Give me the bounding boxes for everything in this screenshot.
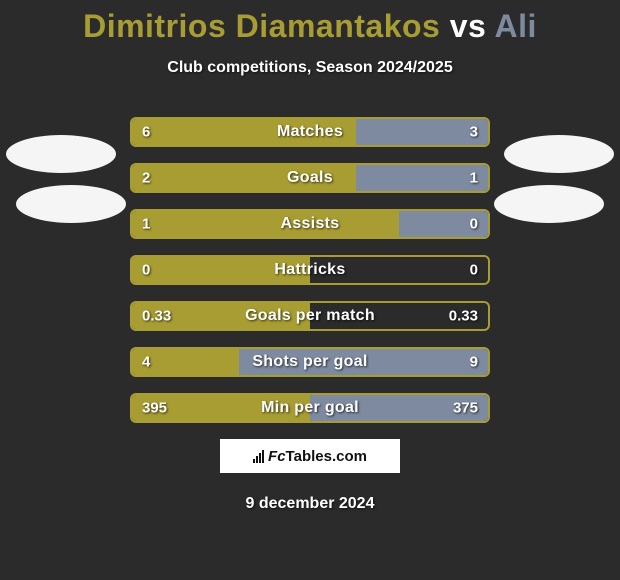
- avatar-right: [494, 185, 604, 223]
- stat-label: Min per goal: [261, 399, 359, 417]
- value-left: 0: [142, 262, 150, 279]
- brand-text: FcTables.com: [268, 448, 367, 465]
- value-left: 6: [142, 124, 150, 141]
- stat-row: 1 0 Assists: [130, 209, 490, 239]
- stat-row: 0 0 Hattricks: [130, 255, 490, 285]
- stat-row: 0.33 0.33 Goals per match: [130, 301, 490, 331]
- stat-label: Goals per match: [245, 307, 375, 325]
- brand-suffix: Tables.com: [286, 448, 367, 465]
- player-left-name: Dimitrios Diamantakos: [83, 8, 440, 44]
- stat-rows: 6 3 Matches 2 1 Goals 1 0 Assists 0 0 Hattricks 0.33…: [130, 117, 490, 423]
- value-right: 0: [470, 216, 478, 233]
- stat-row: 395 375 Min per goal: [130, 393, 490, 423]
- vs-text: vs: [440, 8, 494, 44]
- value-left: 0.33: [142, 308, 171, 325]
- stat-label: Shots per goal: [252, 353, 367, 371]
- stat-row: 6 3 Matches: [130, 117, 490, 147]
- value-left: 1: [142, 216, 150, 233]
- stat-label: Assists: [280, 215, 339, 233]
- avatar-right: [504, 135, 614, 173]
- comparison-title: Dimitrios Diamantakos vs Ali: [0, 0, 620, 45]
- value-right: 1: [470, 170, 478, 187]
- value-right: 0: [470, 262, 478, 279]
- comparison-chart: 6 3 Matches 2 1 Goals 1 0 Assists 0 0 Hattricks 0.33…: [0, 117, 620, 423]
- bar-right: [356, 119, 488, 145]
- value-right: 375: [453, 400, 478, 417]
- stat-label: Hattricks: [274, 261, 345, 279]
- value-right: 0.33: [449, 308, 478, 325]
- value-left: 2: [142, 170, 150, 187]
- bar-right: [356, 165, 488, 191]
- brand-badge[interactable]: FcTables.com: [220, 439, 400, 473]
- avatar-left: [6, 135, 116, 173]
- value-left: 4: [142, 354, 150, 371]
- value-right: 9: [470, 354, 478, 371]
- bar-chart-icon: [253, 449, 264, 463]
- value-right: 3: [470, 124, 478, 141]
- subtitle: Club competitions, Season 2024/2025: [0, 59, 620, 77]
- date-text: 9 december 2024: [0, 495, 620, 513]
- stat-row: 4 9 Shots per goal: [130, 347, 490, 377]
- stat-row: 2 1 Goals: [130, 163, 490, 193]
- bar-left: [132, 211, 399, 237]
- value-left: 395: [142, 400, 167, 417]
- brand-prefix: Fc: [268, 448, 286, 465]
- stat-label: Goals: [287, 169, 333, 187]
- player-right-name: Ali: [495, 8, 537, 44]
- stat-label: Matches: [277, 123, 343, 141]
- avatar-left: [16, 185, 126, 223]
